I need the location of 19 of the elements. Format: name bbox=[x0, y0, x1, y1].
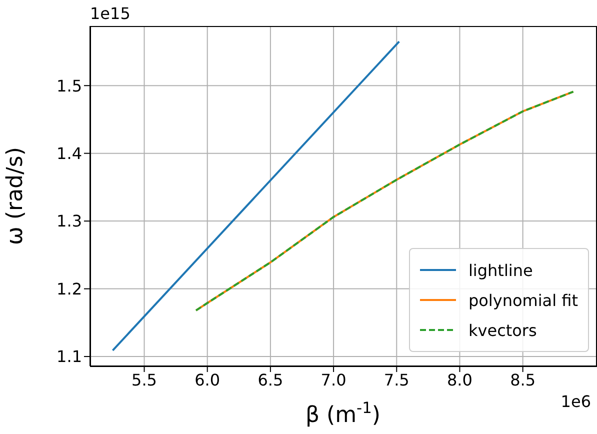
text: 1e15 bbox=[90, 4, 130, 23]
legend-label: kvectors bbox=[468, 320, 537, 340]
y-tick-label: 1.2 bbox=[56, 279, 82, 298]
x-tick-label: 8.0 bbox=[446, 370, 472, 390]
text: 1e6 bbox=[560, 392, 591, 411]
legend-label: lightline bbox=[468, 260, 533, 280]
x-tick-label: 6.5 bbox=[258, 370, 284, 390]
y-tick-label: 1.1 bbox=[56, 347, 82, 366]
x-axis-title: β (m$^{-1}$) bbox=[306, 399, 380, 428]
y-tick-label: 1.5 bbox=[56, 76, 82, 96]
y-tick-label: 1.3 bbox=[56, 212, 82, 231]
x-tick-label: 8.5 bbox=[510, 370, 536, 390]
x-tick-label: 5.5 bbox=[132, 370, 157, 390]
y-tick-label: 1.4 bbox=[56, 144, 82, 164]
x-tick-label: 7.0 bbox=[320, 370, 346, 390]
x-tick-label: 7.5 bbox=[384, 370, 410, 390]
legend-label: polynomial fit bbox=[468, 290, 578, 310]
x-tick-label: 6.0 bbox=[194, 370, 220, 390]
y-axis-title: ω (rad/s) bbox=[3, 147, 28, 245]
